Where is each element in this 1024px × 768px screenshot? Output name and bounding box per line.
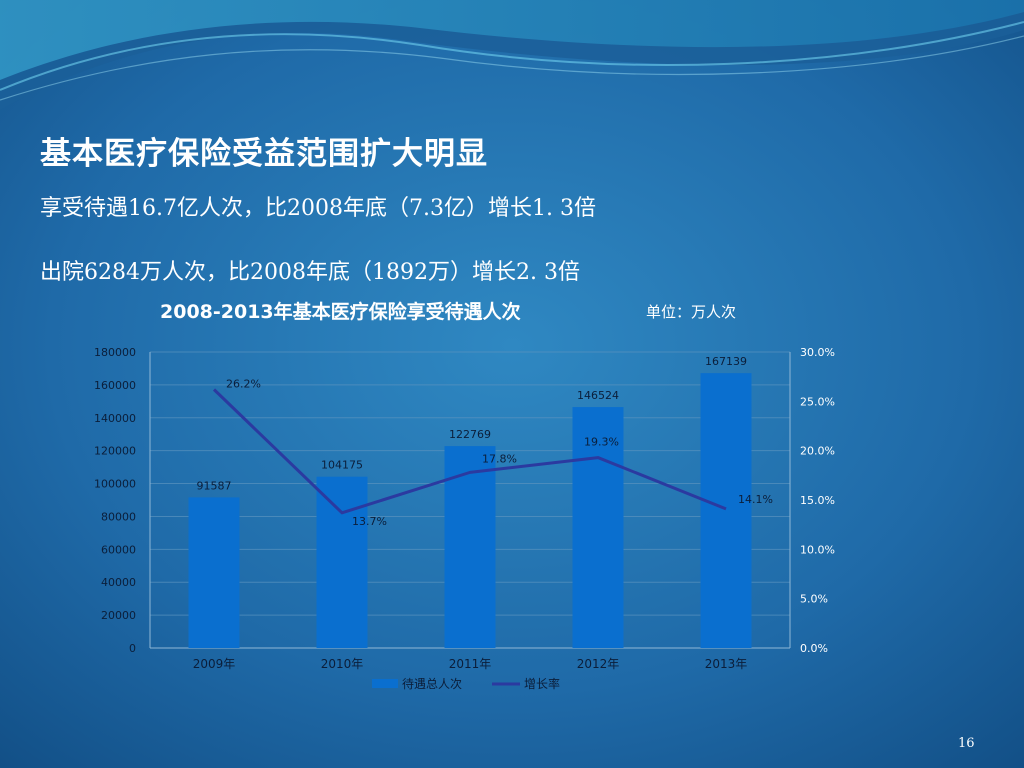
legend-label-line: 增长率 xyxy=(524,676,560,691)
page-number: 16 xyxy=(958,736,975,751)
line-value-label: 14.1% xyxy=(738,493,773,506)
bar-0 xyxy=(188,497,240,648)
summary-line-2: 出院6284万人次，比2008年底（1892万）增长2. 3倍 xyxy=(40,260,580,285)
bar-3 xyxy=(572,407,624,648)
y-right-tick-label: 5.0% xyxy=(800,593,828,606)
x-tick-label: 2011年 xyxy=(449,657,492,671)
y-right-tick-label: 15.0% xyxy=(800,494,835,507)
bar-value-label: 104175 xyxy=(321,459,363,472)
bar-1 xyxy=(316,476,368,648)
x-tick-label: 2012年 xyxy=(577,657,620,671)
line-value-label: 13.7% xyxy=(352,515,387,528)
y-left-tick-label: 100000 xyxy=(94,478,136,491)
x-tick-label: 2013年 xyxy=(705,657,748,671)
growth-rate-line xyxy=(212,388,727,515)
bar-4 xyxy=(700,373,752,648)
y-right-tick-label: 30.0% xyxy=(800,346,835,359)
summary-line-1: 享受待遇16.7亿人次，比2008年底（7.3亿）增长1. 3倍 xyxy=(40,196,596,221)
y-right-tick-label: 0.0% xyxy=(800,642,828,655)
y-left-tick-label: 80000 xyxy=(101,510,136,523)
line-value-label: 17.8% xyxy=(482,452,517,465)
top-wave-light xyxy=(0,0,1024,80)
chart-title: 2008-2013年基本医疗保险享受待遇人次 xyxy=(160,301,521,323)
bar-value-label: 91587 xyxy=(197,479,232,492)
y-left-tick-label: 140000 xyxy=(94,412,136,425)
y-right-tick-label: 25.0% xyxy=(800,395,835,408)
bar-2 xyxy=(444,446,496,648)
line-value-label: 26.2% xyxy=(226,377,261,390)
legend-swatch-bars xyxy=(372,679,398,688)
legend-label-bars: 待遇总人次 xyxy=(402,677,462,691)
y-left-tick-label: 40000 xyxy=(101,576,136,589)
y-right-tick-label: 20.0% xyxy=(800,445,835,458)
x-tick-label: 2010年 xyxy=(321,657,364,671)
y-right-tick-label: 10.0% xyxy=(800,543,835,556)
bar-value-label: 146524 xyxy=(577,389,619,402)
x-tick-label: 2009年 xyxy=(193,657,236,671)
y-left-tick-label: 60000 xyxy=(101,543,136,556)
y-left-tick-label: 0 xyxy=(129,642,136,655)
y-left-tick-label: 180000 xyxy=(94,346,136,359)
y-left-tick-label: 160000 xyxy=(94,379,136,392)
line-value-label: 19.3% xyxy=(584,436,619,449)
bar-value-label: 122769 xyxy=(449,428,491,441)
chart-unit: 单位：万人次 xyxy=(646,303,737,321)
slide-headline: 基本医疗保险受益范围扩大明显 xyxy=(40,136,488,172)
y-left-tick-label: 120000 xyxy=(94,445,136,458)
y-left-tick-label: 20000 xyxy=(101,609,136,622)
bar-value-label: 167139 xyxy=(705,355,747,368)
